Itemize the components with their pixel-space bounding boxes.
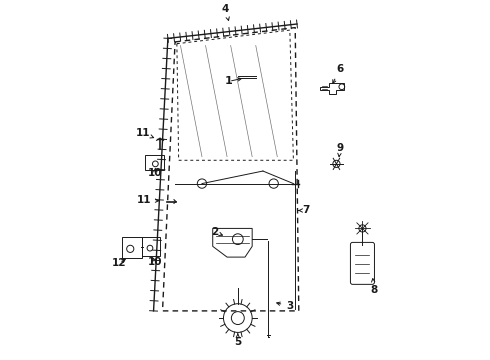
Text: 10: 10 xyxy=(147,257,162,267)
Text: 7: 7 xyxy=(299,206,310,216)
Text: 3: 3 xyxy=(277,301,294,311)
Text: 4: 4 xyxy=(221,4,229,21)
Text: 11: 11 xyxy=(136,129,154,138)
Text: 9: 9 xyxy=(337,143,343,157)
Text: 1: 1 xyxy=(225,76,233,86)
Text: 12: 12 xyxy=(112,258,127,268)
Text: 5: 5 xyxy=(234,334,242,347)
Text: 6: 6 xyxy=(333,64,343,83)
Text: 11: 11 xyxy=(137,195,159,206)
Text: 2: 2 xyxy=(211,227,222,237)
Text: 10: 10 xyxy=(148,168,163,178)
Text: 8: 8 xyxy=(370,279,378,296)
